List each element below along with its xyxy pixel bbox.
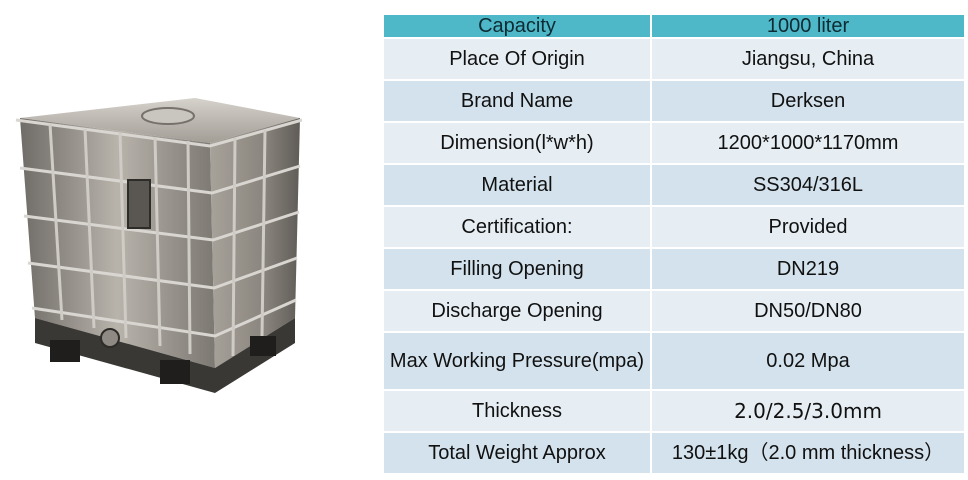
table-row: Filling Opening DN219	[382, 247, 966, 291]
spec-value: SS304/316L	[650, 163, 966, 207]
spec-value: 1200*1000*1170mm	[650, 121, 966, 165]
table-row: Place Of Origin Jiangsu, China	[382, 37, 966, 81]
spec-label: Certification:	[382, 205, 652, 249]
spec-label: Discharge Opening	[382, 289, 652, 333]
spec-value: 130±1kg（2.0 mm thickness）	[650, 431, 966, 475]
spec-label: Total Weight Approx	[382, 431, 652, 475]
spec-label: Dimension(l*w*h)	[382, 121, 652, 165]
spec-label: Material	[382, 163, 652, 207]
table-row: Thickness 2.0/2.5/3.0mm	[382, 389, 966, 433]
table-row: Brand Name Derksen	[382, 79, 966, 123]
spec-value: Jiangsu, China	[650, 37, 966, 81]
table-header-row: Capacity 1000 liter	[382, 13, 966, 39]
spec-value: 0.02 Mpa	[650, 331, 966, 391]
spec-value: DN219	[650, 247, 966, 291]
spec-value: DN50/DN80	[650, 289, 966, 333]
specification-table: Capacity 1000 liter Place Of Origin Jian…	[382, 13, 966, 475]
spec-label: Max Working Pressure(mpa)	[382, 331, 652, 391]
table-row: Certification: Provided	[382, 205, 966, 249]
spec-label: Filling Opening	[382, 247, 652, 291]
table-row: Total Weight Approx 130±1kg（2.0 mm thick…	[382, 431, 966, 475]
table-row: Material SS304/316L	[382, 163, 966, 207]
spec-value: Derksen	[650, 79, 966, 123]
spec-label: Thickness	[382, 389, 652, 433]
spec-label: Place Of Origin	[382, 37, 652, 81]
table-row: Discharge Opening DN50/DN80	[382, 289, 966, 333]
table-row: Max Working Pressure(mpa) 0.02 Mpa	[382, 331, 966, 391]
spec-value: Provided	[650, 205, 966, 249]
spec-value: 2.0/2.5/3.0mm	[650, 389, 966, 433]
capacity-value: 1000 liter	[650, 13, 966, 39]
ibc-tank-image	[15, 98, 303, 393]
table-row: Dimension(l*w*h) 1200*1000*1170mm	[382, 121, 966, 165]
capacity-label: Capacity	[382, 13, 652, 39]
spec-label: Brand Name	[382, 79, 652, 123]
